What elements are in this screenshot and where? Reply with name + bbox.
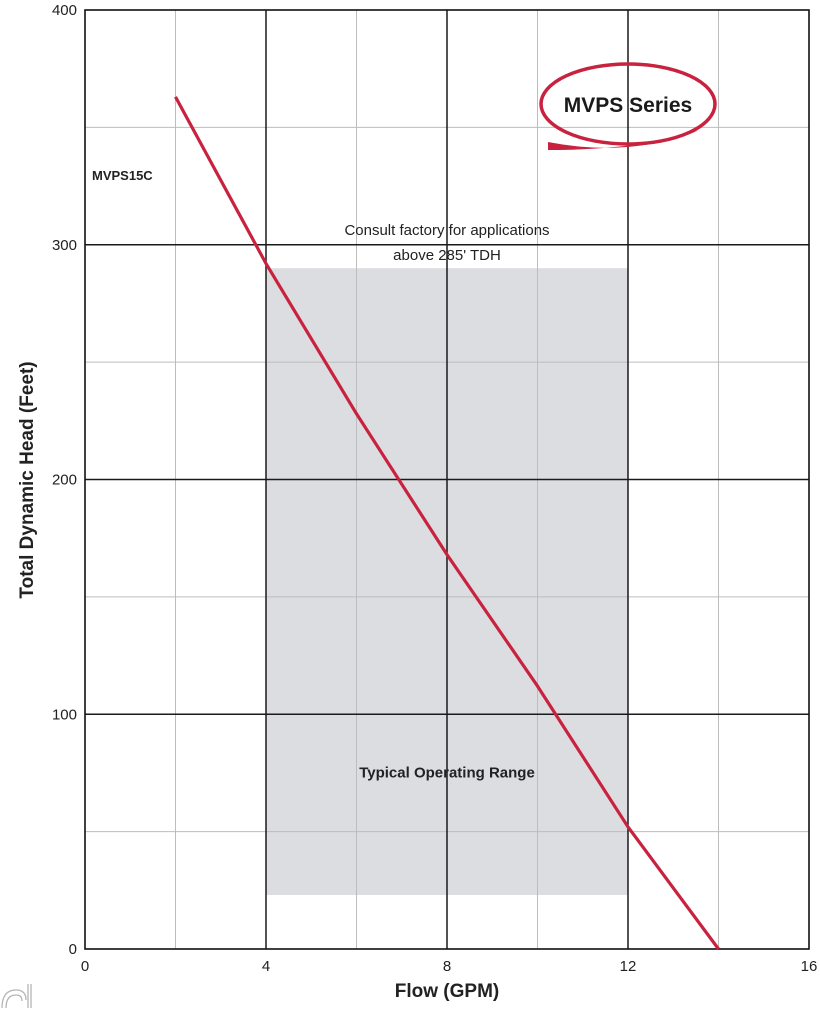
- major-gridlines: [85, 10, 809, 949]
- series-label-mvps15c: MVPS15C: [92, 168, 153, 183]
- series-line-mvps15c: [174, 96, 720, 950]
- logo-mark: [1, 984, 32, 1009]
- x-tick-label: 0: [81, 958, 89, 975]
- mvps-series-badge: MVPS Series: [538, 58, 717, 150]
- x-tick-label: 4: [262, 958, 270, 975]
- y-tick-label: 400: [52, 2, 77, 19]
- y-tick-label: 200: [52, 472, 77, 489]
- x-axis-title: Flow (GPM): [395, 981, 499, 1002]
- x-axis-ticks: 0 4 8 12 16: [81, 958, 818, 975]
- x-tick-label: 8: [443, 958, 451, 975]
- y-axis-title: Total Dynamic Head (Feet): [17, 361, 38, 598]
- consult-note-line1: Consult factory for applications: [344, 222, 549, 239]
- consult-note-line2: above 285' TDH: [393, 247, 501, 264]
- y-tick-label: 100: [52, 706, 77, 723]
- y-axis-ticks: 0 100 200 300 400: [52, 2, 77, 958]
- plot-frame: [84, 9, 810, 950]
- y-tick-label: 0: [69, 941, 77, 958]
- x-tick-label: 16: [801, 958, 818, 975]
- x-tick-label: 12: [620, 958, 637, 975]
- y-tick-label: 300: [52, 237, 77, 254]
- badge-text: MVPS Series: [564, 94, 692, 117]
